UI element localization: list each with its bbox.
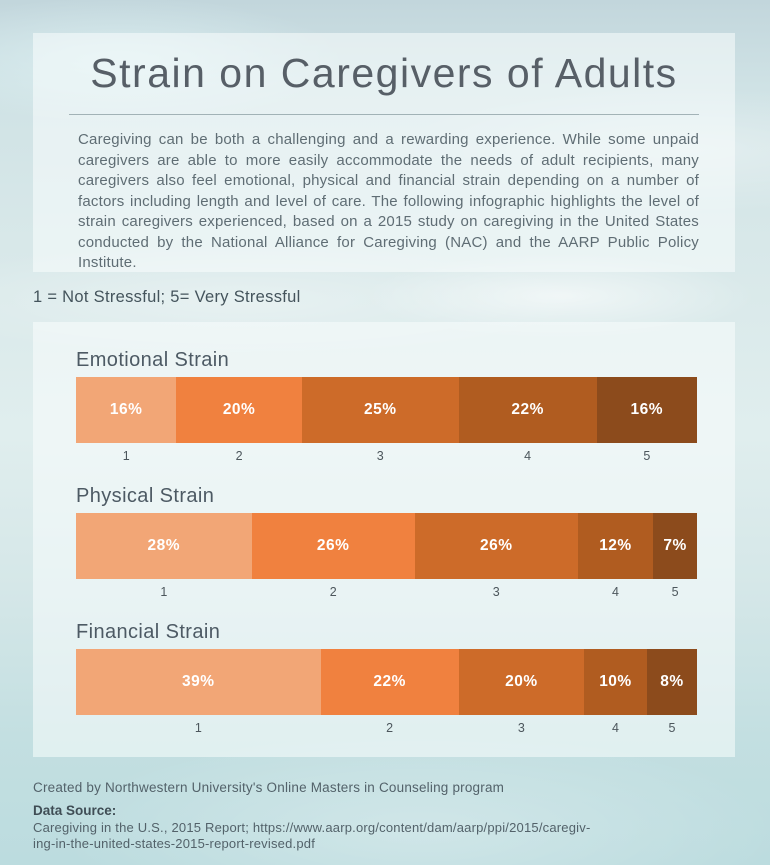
segment-value-label: 26% (480, 537, 513, 554)
scale-legend: 1 = Not Stressful; 5= Very Stressful (33, 288, 301, 306)
bar-segment-3: 20% (458, 649, 585, 715)
axis-ticks: 1 2 3 4 5 (76, 449, 697, 463)
segment-value-label: 22% (373, 673, 406, 690)
axis-ticks: 1 2 3 4 5 (76, 585, 697, 599)
axis-tick-label: 3 (517, 721, 525, 735)
bar-segment-1: 28% (76, 513, 252, 579)
bar-segment-4: 22% (458, 377, 597, 443)
stacked-bar: 28% 26% 26% 12% 7% (76, 513, 697, 579)
segment-value-label: 25% (363, 401, 397, 418)
chart-panel: Emotional Strain 16% 20% 25% 22% 16% 1 2 3 4 5 Phys… (33, 322, 735, 757)
section-title: Physical Strain (76, 485, 215, 507)
bar-segment-2: 26% (251, 513, 415, 579)
bar-segment-3: 25% (301, 377, 459, 443)
axis-tick-label: 4 (611, 721, 619, 735)
bar-segment-1: 16% (76, 377, 177, 443)
segment-value-label: 16% (109, 401, 143, 418)
header-panel: Strain on Caregivers of Adults Caregivin… (33, 33, 735, 272)
bar-segment-2: 22% (320, 649, 459, 715)
axis-tick-label: 1 (122, 449, 130, 463)
segment-value-label: 22% (511, 401, 544, 418)
axis-tick-label: 2 (329, 585, 337, 599)
bar-segment-5: 7% (653, 513, 697, 579)
segment-value-label: 7% (663, 537, 687, 554)
strain-section: Financial Strain 39% 22% 20% 10% 8% 1 2 3 4 5 (76, 620, 698, 735)
axis-tick-label: 4 (524, 449, 532, 463)
axis-tick-label: 5 (643, 449, 651, 463)
data-source-line-1: Caregiving in the U.S., 2015 Report; htt… (33, 820, 591, 835)
segment-value-label: 26% (316, 537, 350, 554)
segment-value-label: 20% (505, 673, 538, 690)
stacked-bar: 39% 22% 20% 10% 8% (76, 649, 698, 715)
stacked-bar: 16% 20% 25% 22% 16% (76, 377, 697, 443)
bar-segment-5: 8% (646, 649, 698, 715)
bar-segment-5: 16% (596, 377, 697, 443)
segment-value-label: 8% (660, 673, 684, 690)
axis-tick-label: 5 (668, 721, 676, 735)
page-title: Strain on Caregivers of Adults (90, 50, 678, 96)
segment-value-label: 12% (599, 537, 632, 554)
intro-paragraph: Caregiving can be both a challenging and… (78, 131, 699, 271)
footer: Created by Northwestern University's Onl… (33, 780, 713, 851)
data-source-line-2: ing-in-the-united-states-2015-report-rev… (33, 835, 316, 851)
axis-tick-label: 1 (194, 721, 202, 735)
bar-segment-1: 39% (76, 649, 321, 715)
chart-sections: Emotional Strain 16% 20% 25% 22% 16% 1 2 3 4 5 Phys… (76, 348, 698, 735)
section-title: Emotional Strain (76, 349, 230, 371)
axis-tick-label: 2 (235, 449, 243, 463)
strain-section: Emotional Strain 16% 20% 25% 22% 16% 1 2 3 4 5 (76, 348, 697, 463)
bar-segment-3: 26% (414, 513, 578, 579)
bar-segment-4: 12% (577, 513, 654, 579)
axis-tick-label: 5 (671, 585, 679, 599)
segment-value-label: 10% (599, 673, 632, 690)
bar-segment-4: 10% (584, 649, 647, 715)
segment-value-label: 16% (630, 401, 664, 418)
title-divider (69, 114, 699, 115)
axis-tick-label: 3 (376, 449, 384, 463)
credit-line: Created by Northwestern University's Onl… (33, 780, 505, 795)
segment-value-label: 39% (182, 673, 215, 690)
axis-tick-label: 1 (160, 585, 168, 599)
axis-ticks: 1 2 3 4 5 (76, 721, 697, 735)
axis-tick-label: 3 (492, 585, 500, 599)
data-source-label: Data Source: (33, 803, 117, 818)
axis-tick-label: 2 (386, 721, 394, 735)
axis-tick-label: 4 (611, 585, 619, 599)
bar-segment-2: 20% (176, 377, 302, 443)
segment-value-label: 20% (222, 401, 256, 418)
segment-value-label: 28% (147, 537, 181, 554)
section-title: Financial Strain (76, 621, 221, 643)
strain-section: Physical Strain 28% 26% 26% 12% 7% 1 2 3 4 5 (76, 484, 697, 599)
